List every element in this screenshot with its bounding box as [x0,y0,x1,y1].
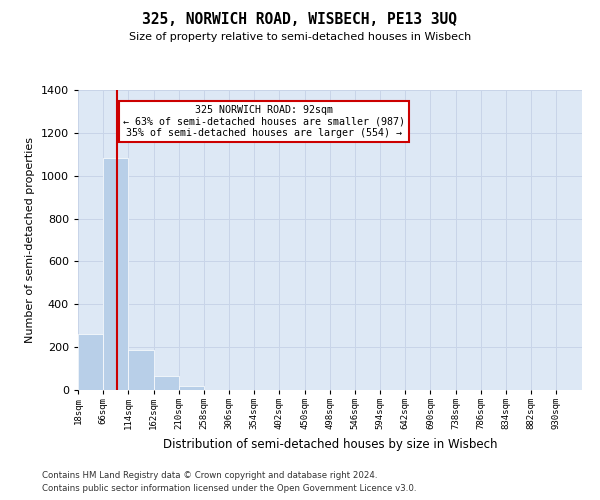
Y-axis label: Number of semi-detached properties: Number of semi-detached properties [25,137,35,343]
Text: 325 NORWICH ROAD: 92sqm
← 63% of semi-detached houses are smaller (987)
35% of s: 325 NORWICH ROAD: 92sqm ← 63% of semi-de… [124,105,406,138]
Text: Contains HM Land Registry data © Crown copyright and database right 2024.: Contains HM Land Registry data © Crown c… [42,470,377,480]
Bar [128,350,154,390]
Bar [179,386,204,390]
Text: Size of property relative to semi-detached houses in Wisbech: Size of property relative to semi-detach… [129,32,471,42]
X-axis label: Distribution of semi-detached houses by size in Wisbech: Distribution of semi-detached houses by … [163,438,497,450]
Text: 325, NORWICH ROAD, WISBECH, PE13 3UQ: 325, NORWICH ROAD, WISBECH, PE13 3UQ [143,12,458,28]
Bar [78,334,103,390]
Bar [103,158,128,390]
Bar [154,376,179,390]
Text: Contains public sector information licensed under the Open Government Licence v3: Contains public sector information licen… [42,484,416,493]
